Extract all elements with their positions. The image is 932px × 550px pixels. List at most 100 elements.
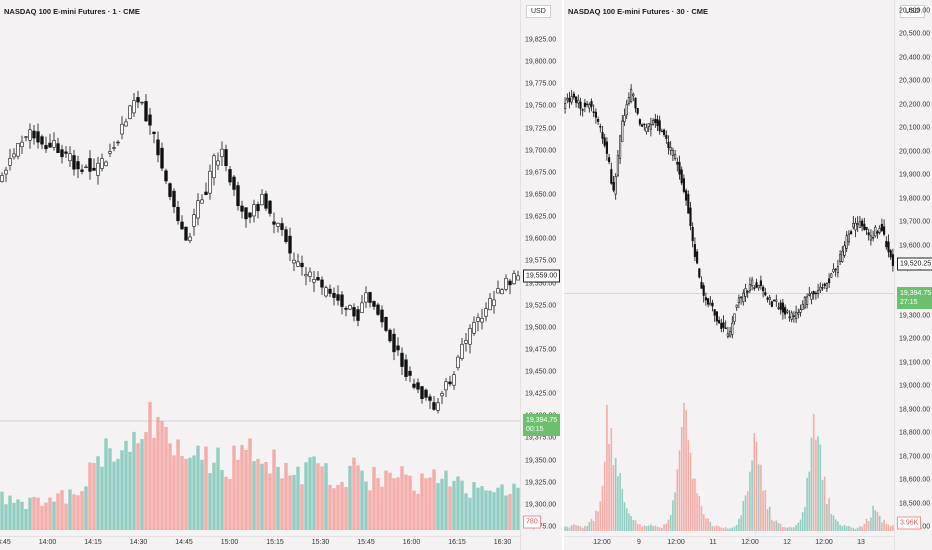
candle-up <box>452 374 456 386</box>
volume-bar <box>889 526 892 531</box>
candle-down <box>180 221 184 230</box>
candle-down <box>372 301 376 307</box>
candle-down <box>44 145 48 150</box>
volume-bar <box>676 469 679 531</box>
volume-bar <box>388 472 392 530</box>
candle-up <box>128 105 132 119</box>
chart-title-30min: NASDAQ 100 E-mini Futures · 30 · CME <box>568 7 709 16</box>
volume-bar <box>104 438 108 530</box>
candle-down <box>885 241 888 248</box>
volume-bar <box>680 426 683 531</box>
volume-bar <box>610 428 613 531</box>
volume-bar <box>240 444 244 530</box>
candle-down <box>863 223 866 230</box>
volume-bar <box>874 510 877 531</box>
time-axis-1min[interactable]: 13:45 14:00 14:15 14:30 14:45 15:00 15:15 15:30… <box>0 536 520 550</box>
volume-bar <box>656 526 659 531</box>
candle-up <box>348 305 352 310</box>
volume-bar <box>156 417 160 530</box>
volume-bar <box>852 527 855 531</box>
candle-down <box>48 142 52 148</box>
volume-bar <box>296 466 300 530</box>
price-chart-1min[interactable] <box>0 0 520 537</box>
volume-bar <box>663 524 665 531</box>
candle-up <box>100 158 104 169</box>
candle-down <box>172 190 176 208</box>
volume-bar <box>404 474 408 530</box>
candle-down <box>696 251 699 264</box>
volume-bar <box>685 410 687 531</box>
price-chart-30min[interactable] <box>564 0 894 537</box>
candle-up <box>192 214 196 227</box>
candle-up <box>324 287 328 297</box>
volume-bar <box>484 490 488 530</box>
volume-bar <box>448 486 452 530</box>
candle-down <box>396 345 400 351</box>
volume-bar <box>586 526 588 531</box>
candle-up <box>874 226 877 237</box>
bar-countdown: 00:15 <box>526 425 544 433</box>
volume-bar <box>887 524 890 531</box>
candle-up <box>735 304 738 308</box>
candle-up <box>504 278 508 290</box>
volume-bar <box>140 439 144 530</box>
volume-bar <box>128 451 132 530</box>
volume-bar <box>432 469 436 530</box>
volume-bar <box>368 490 372 530</box>
volume-bar <box>424 478 428 530</box>
currency-label[interactable]: USD <box>526 5 551 18</box>
volume-bar <box>834 519 837 531</box>
volume-bar <box>76 495 80 530</box>
candle-up <box>496 288 500 294</box>
volume-bar <box>652 526 654 531</box>
panel-divider[interactable] <box>562 0 564 550</box>
volume-bar <box>669 514 672 531</box>
candle-up <box>751 279 754 287</box>
candle-down <box>689 207 692 226</box>
chart-panel-1min[interactable]: NASDAQ 100 E-mini Futures · 1 · CME USD … <box>0 0 562 550</box>
candle-up <box>208 170 212 194</box>
volume-bar <box>841 526 844 531</box>
candle-down <box>256 204 260 212</box>
candle-down <box>603 137 606 146</box>
currency-label[interactable]: USD <box>900 5 925 18</box>
time-axis-30min[interactable]: 12:00 9 12:00 11 12:00 12 12:00 13 <box>564 536 894 550</box>
volume-bar <box>630 515 632 531</box>
volume-bar <box>480 486 484 530</box>
candle-down <box>284 229 288 242</box>
volume-bar <box>777 522 780 531</box>
volume-bar <box>614 457 617 531</box>
price-scale-30min[interactable]: USD 20,600.00 20,500.00 20,400.00 20,300.00… <box>894 0 932 550</box>
volume-bar <box>786 527 789 531</box>
candle-down <box>792 315 795 317</box>
volume-bar <box>678 450 681 531</box>
volume-bar <box>804 506 806 531</box>
volume-bar <box>392 478 396 530</box>
volume-bar <box>720 527 723 531</box>
volume-bar <box>256 459 260 530</box>
volume-bar <box>280 478 284 530</box>
volume-bar <box>775 520 778 531</box>
chart-panel-30min[interactable]: NASDAQ 100 E-mini Futures · 30 · CME USD… <box>564 0 932 550</box>
candle-up <box>803 296 806 308</box>
candle-up <box>795 311 798 320</box>
volume-bar <box>216 447 220 530</box>
volume-bar <box>619 472 621 531</box>
volume-bar <box>788 527 791 531</box>
candle-down <box>428 396 432 401</box>
volume-bar <box>718 526 720 531</box>
candle-down <box>658 120 661 132</box>
candle-up <box>12 153 16 158</box>
volume-bar <box>8 495 12 530</box>
candle-up <box>566 98 569 101</box>
volume-bar <box>617 476 619 531</box>
candle-down <box>707 298 710 305</box>
candle-down <box>400 352 404 367</box>
candle-down <box>665 135 668 139</box>
time-tick-label: 14:30 <box>129 539 148 546</box>
candle-down <box>412 383 416 388</box>
price-scale-1min[interactable]: USD 19,825.00 19,800.00 19,775.00 19,750.00… <box>520 0 562 550</box>
chart-title-1min: NASDAQ 100 E-mini Futures · 1 · CME <box>4 7 140 16</box>
volume-bar <box>636 523 639 531</box>
volume-bar <box>782 527 784 531</box>
